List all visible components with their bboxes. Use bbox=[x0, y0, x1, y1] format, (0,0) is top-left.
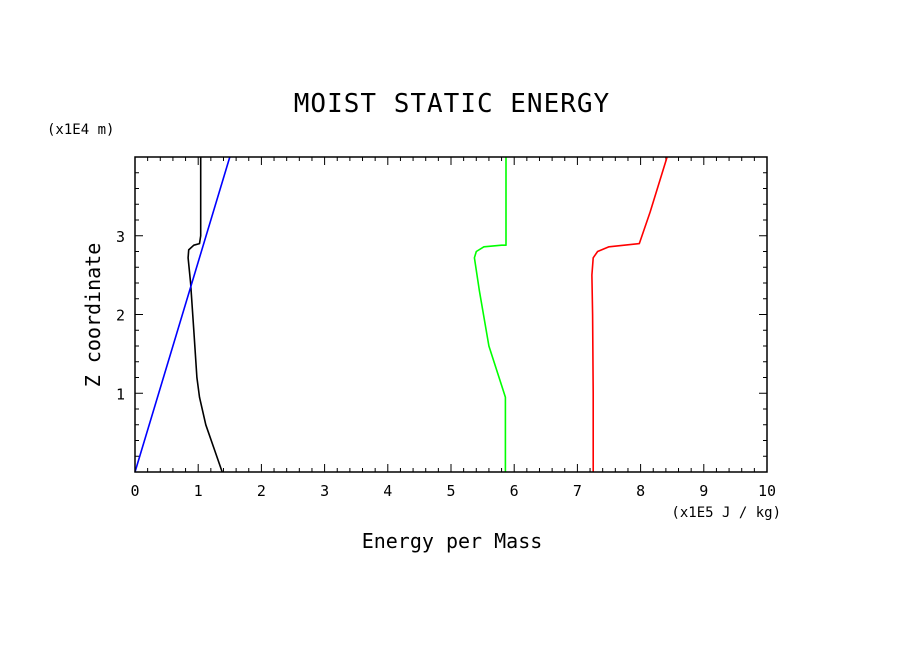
series-red-line bbox=[591, 156, 668, 472]
series-blue-line bbox=[134, 156, 231, 473]
tick-marks bbox=[134, 156, 768, 473]
x-unit-label: (x1E5 J / kg) bbox=[671, 505, 781, 521]
y-tick-label: 1 bbox=[116, 385, 125, 403]
plot-lines bbox=[134, 156, 668, 473]
y-unit-label: (x1E4 m) bbox=[47, 122, 114, 138]
x-tick-label: 9 bbox=[699, 482, 708, 500]
y-axis-label: Z coordinate bbox=[81, 243, 105, 388]
x-tick-label: 6 bbox=[510, 482, 519, 500]
x-tick-label: 1 bbox=[194, 482, 203, 500]
chart-title: MOIST STATIC ENERGY bbox=[294, 89, 610, 119]
plot-frame bbox=[134, 156, 768, 473]
x-tick-label: 8 bbox=[636, 482, 645, 500]
x-tick-label: 3 bbox=[320, 482, 329, 500]
x-tick-label: 10 bbox=[758, 482, 776, 500]
x-tick-label: 5 bbox=[446, 482, 455, 500]
series-black-line bbox=[187, 157, 223, 473]
x-tick-label: 0 bbox=[130, 482, 139, 500]
x-tick-label: 2 bbox=[257, 482, 266, 500]
tick-labels: 0 1 2 3 4 5 6 7 8 9 10 1 2 3 bbox=[116, 228, 776, 500]
y-tick-label: 2 bbox=[116, 307, 125, 325]
x-tick-label: 4 bbox=[383, 482, 392, 500]
series-green-line bbox=[473, 157, 507, 472]
y-tick-label: 3 bbox=[116, 228, 125, 246]
x-axis-label: Energy per Mass bbox=[362, 529, 543, 553]
x-tick-label: 7 bbox=[573, 482, 582, 500]
